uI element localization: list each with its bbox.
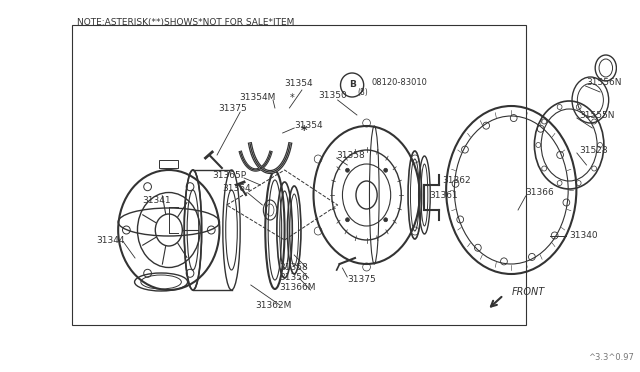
Text: 31362M: 31362M [255,301,292,310]
Text: 31366: 31366 [525,187,554,196]
Text: B: B [349,80,356,89]
Text: 31365P: 31365P [212,170,246,180]
Text: 31528: 31528 [579,145,607,154]
Text: 31361: 31361 [429,190,458,199]
Text: 31356: 31356 [280,273,308,282]
Text: 31344: 31344 [97,235,125,244]
Text: 31350: 31350 [318,90,347,99]
Text: FRONT: FRONT [511,287,545,297]
Text: NOTE:ASTERISK(**)SHOWS*NOT FOR SALE*ITEM: NOTE:ASTERISK(**)SHOWS*NOT FOR SALE*ITEM [77,17,294,26]
Text: 31358: 31358 [337,151,365,160]
Circle shape [384,168,388,172]
Text: 31354M: 31354M [239,93,276,102]
Text: 31366M: 31366M [280,283,316,292]
Text: 31555N: 31555N [579,110,614,119]
Text: *: * [289,93,294,103]
Text: 31364: 31364 [222,183,250,192]
Text: 31375: 31375 [218,103,247,112]
Text: 08120-83010: 08120-83010 [371,77,428,87]
Text: 31354: 31354 [285,78,313,87]
Circle shape [346,168,349,172]
Text: 31340: 31340 [569,231,598,240]
Text: 31341: 31341 [143,196,172,205]
Text: 31362: 31362 [442,176,470,185]
Circle shape [346,218,349,222]
Text: 31375: 31375 [348,276,376,285]
Text: 31556N: 31556N [586,77,622,87]
Text: 31358: 31358 [280,263,308,273]
Bar [72,25,525,325]
Bar [159,160,179,168]
Text: ^3.3^0.97: ^3.3^0.97 [588,353,634,362]
Circle shape [384,218,388,222]
Text: 31354: 31354 [294,121,323,129]
Text: *: * [301,124,307,137]
Text: (8): (8) [357,87,367,96]
